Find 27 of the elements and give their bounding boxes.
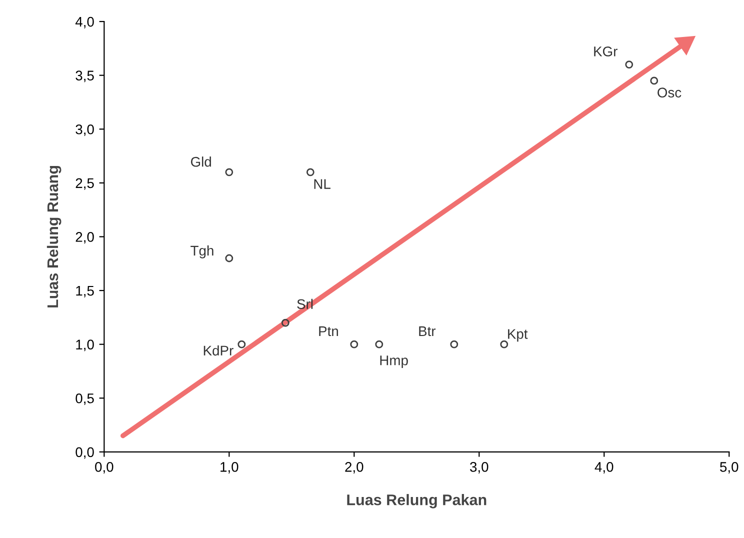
y-tick-label: 2,0 [76,232,94,244]
x-tick-label: 2,0 [345,462,364,474]
x-axis-title: Luas Relung Pakan [347,494,486,508]
annotation: Osc [658,88,682,98]
y-tick-label: 0,5 [76,393,94,405]
annotation: KGr [594,46,618,56]
annotation: Hmp [380,356,408,368]
x-tick-label: 0,0 [95,462,114,474]
annotation: Gld [190,156,211,167]
y-tick-label: 3,0 [76,124,94,136]
annotation: Kpt [508,329,528,342]
annotation: Btr [419,326,436,336]
annotation: Ptn [319,326,338,336]
y-tick-label: 0,0 [76,447,94,459]
y-tick-label: 2,5 [76,178,94,190]
x-tick-label: 1,0 [220,462,238,474]
annotation: NL [314,179,330,189]
y-tick-label: 1,5 [76,286,94,298]
x-tick-label: 4,0 [594,462,614,474]
y-tick-label: 3,5 [76,70,94,82]
y-axis-title: Luas Relung Ruang [46,166,62,308]
annotation: KdPr [204,345,234,356]
y-tick-label: 4,0 [75,16,94,28]
x-tick-label: 3,0 [470,462,488,474]
y-tick-label: 1,0 [76,340,94,352]
x-tick-label: 5,0 [720,462,738,474]
annotation: Tgh [190,245,214,258]
